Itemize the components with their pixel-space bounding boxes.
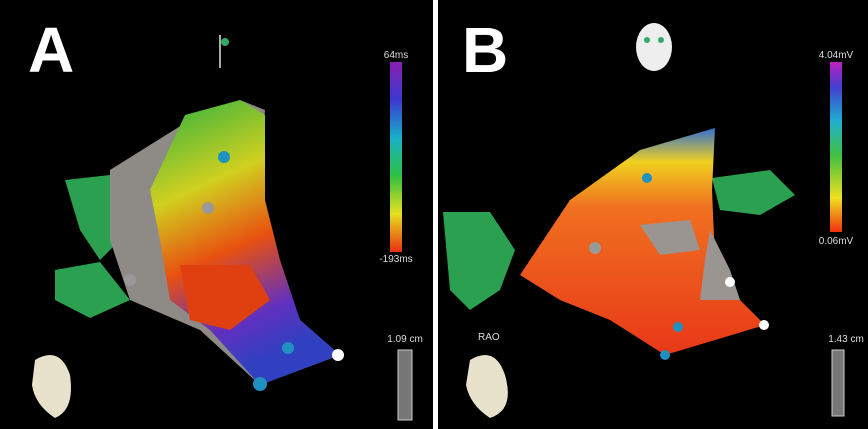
marker xyxy=(642,173,652,183)
scale-bottom-label: 0.06mV xyxy=(819,236,854,247)
scale-top-label: 4.04mV xyxy=(819,50,854,61)
ruler xyxy=(832,350,844,416)
marker xyxy=(332,349,344,361)
marker xyxy=(673,322,683,332)
orientation-icon xyxy=(644,37,650,43)
marker xyxy=(218,151,230,163)
marker xyxy=(725,277,735,287)
color-bar xyxy=(830,62,842,232)
marker xyxy=(124,274,136,286)
marker xyxy=(660,350,670,360)
panel-label: B xyxy=(462,14,508,86)
ruler-label: 1.43 cm xyxy=(828,334,864,345)
divider xyxy=(433,0,438,429)
scale-top-label: 64ms xyxy=(384,50,408,61)
panel-b: B 4.04mV 0.06mV RAO 1.43 cm xyxy=(438,0,868,429)
marker xyxy=(282,342,294,354)
orientation-icon xyxy=(636,23,672,71)
view-label: RAO xyxy=(478,332,500,343)
panel-label: A xyxy=(28,14,74,86)
scale-bottom-label: -193ms xyxy=(379,254,412,265)
ruler-label: 1.09 cm xyxy=(387,334,423,345)
ruler xyxy=(398,350,412,420)
orientation-icon xyxy=(221,38,229,46)
figure: A 64ms -193ms 1.09 cm B xyxy=(0,0,868,429)
orientation-icon xyxy=(658,37,664,43)
marker xyxy=(589,242,601,254)
panel-a: A 64ms -193ms 1.09 cm xyxy=(0,0,433,429)
marker xyxy=(253,377,267,391)
color-bar xyxy=(390,62,402,252)
marker xyxy=(202,202,214,214)
marker xyxy=(759,320,769,330)
